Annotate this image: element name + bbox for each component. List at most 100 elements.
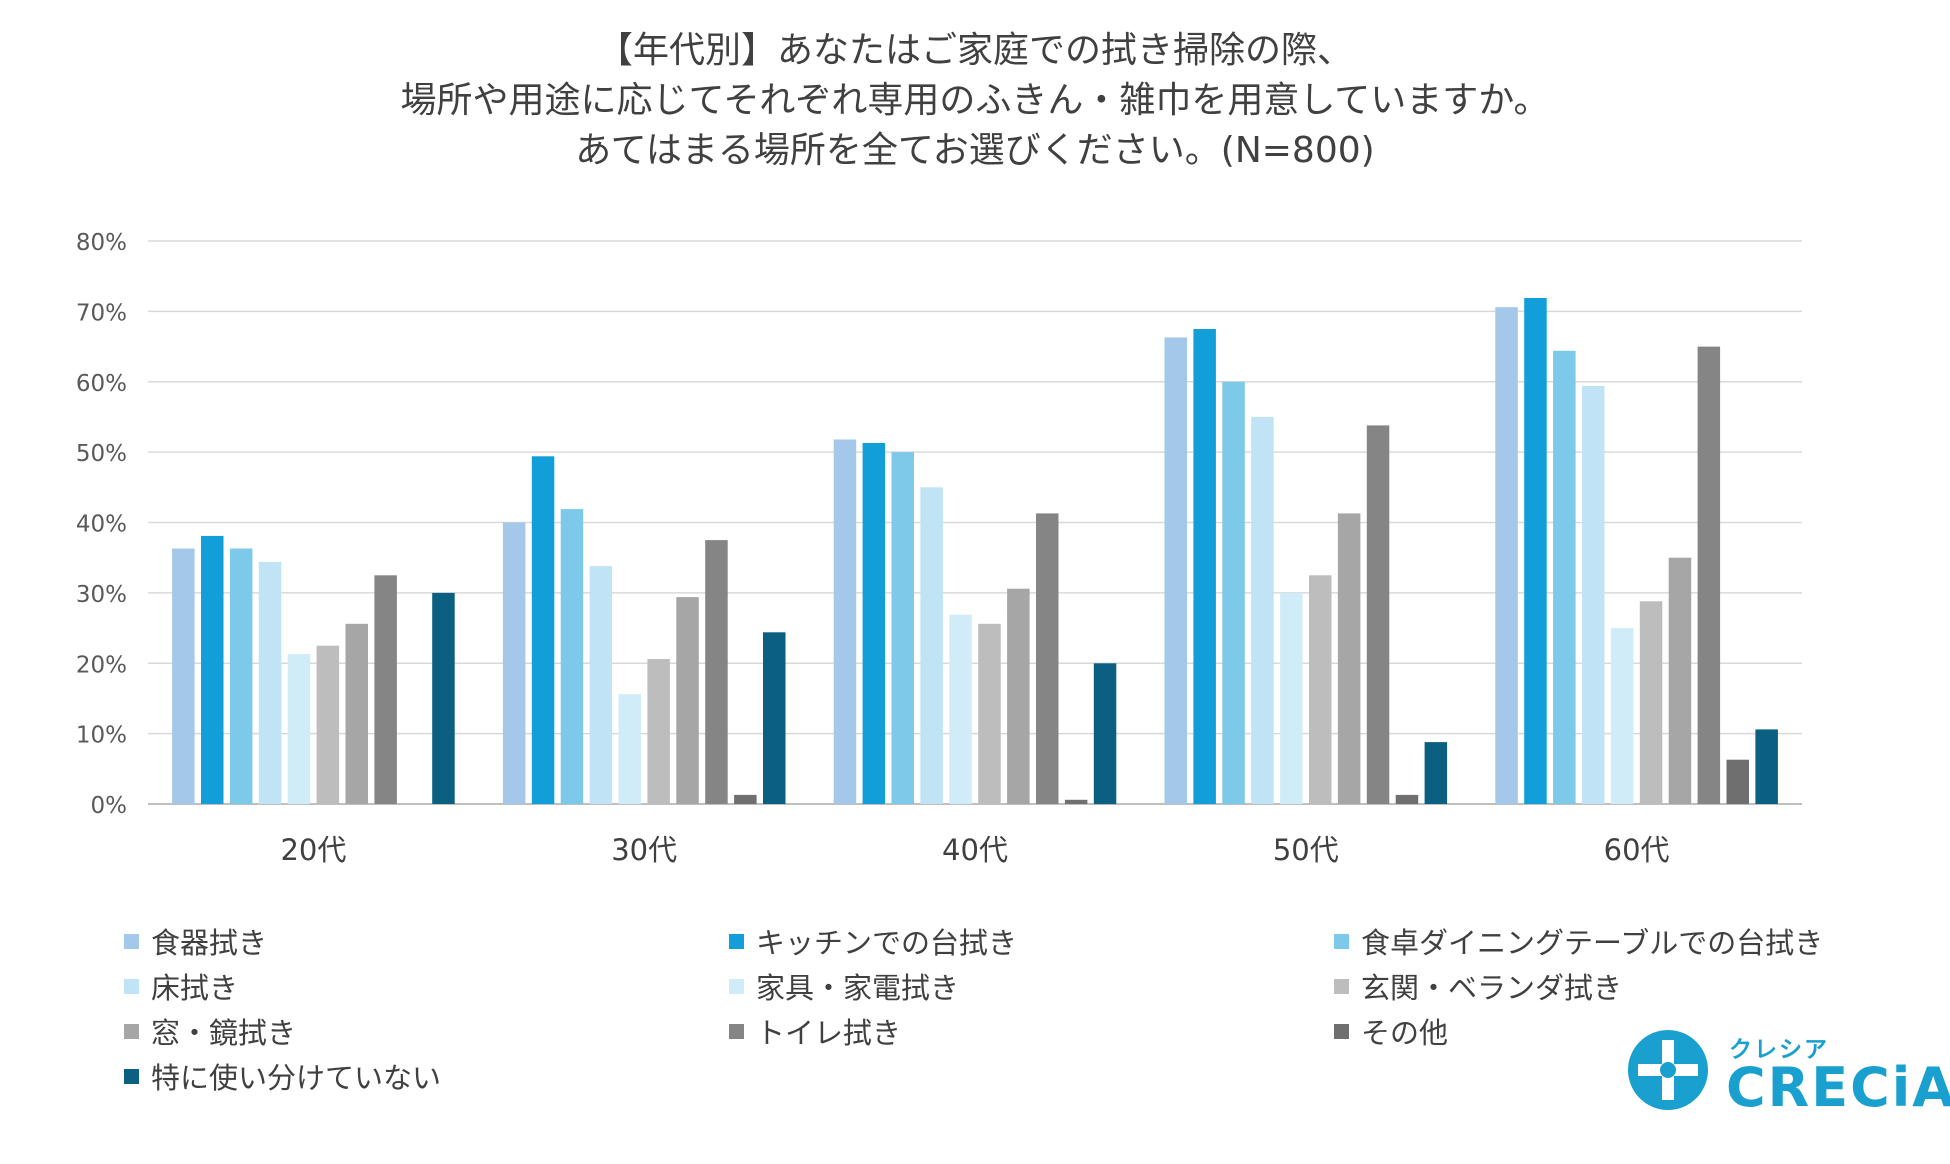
legend-label: キッチンでの台拭き: [756, 926, 1018, 960]
x-tick-label: 60代: [1604, 833, 1670, 867]
logo-wordmark: CRECiA: [1726, 1056, 1950, 1119]
y-tick-label: 40%: [76, 512, 127, 538]
legend-swatch: [1334, 1023, 1349, 1039]
y-tick-label: 10%: [76, 723, 127, 749]
bar: [1524, 298, 1547, 804]
legend-item: キッチンでの台拭き: [729, 920, 1017, 962]
bar: [1668, 557, 1692, 804]
bar: [258, 561, 282, 804]
bar: [201, 535, 224, 804]
legend-swatch: [729, 978, 744, 994]
bar: [676, 597, 699, 804]
legend-label: 床拭き: [151, 971, 239, 1005]
legend-label: その他: [1361, 1016, 1449, 1050]
bar: [1337, 513, 1361, 804]
y-tick-label: 70%: [76, 300, 127, 326]
legend-label: 家具・家電拭き: [756, 971, 960, 1005]
y-tick-label: 50%: [76, 441, 127, 467]
bar: [1093, 663, 1117, 805]
bar: [1064, 799, 1088, 804]
legend-swatch: [124, 1023, 139, 1039]
bar: [1164, 337, 1187, 804]
bar: [1495, 307, 1518, 804]
bar: [1582, 386, 1605, 804]
x-tick-label: 30代: [611, 833, 677, 867]
bar: [432, 592, 455, 804]
y-tick-label: 80%: [76, 230, 127, 256]
legend-swatch: [1334, 978, 1349, 994]
legend-item: 床拭き: [124, 965, 238, 1007]
bar: [1726, 759, 1749, 804]
bar: [1424, 742, 1448, 804]
legend-item: 玄関・ベランダ拭き: [1334, 965, 1622, 1007]
bar: [1697, 346, 1721, 804]
x-tick-label: 40代: [942, 833, 1008, 867]
bar: [172, 548, 195, 804]
bar: [734, 794, 757, 804]
bar: [920, 487, 943, 804]
bar: [1007, 588, 1030, 804]
bar: [560, 509, 584, 804]
bar: [949, 614, 972, 804]
bar: [345, 623, 368, 804]
bar: [763, 632, 786, 804]
bar-chart: 0% 10% 20% 30% 40% 50% 60% 70% 80% 20代 30代 40代 50代 60…: [76, 230, 1802, 867]
bar: [1222, 381, 1245, 805]
legend-label: 食器拭き: [151, 926, 268, 960]
bar: [1280, 592, 1303, 804]
bar: [1251, 416, 1274, 804]
legend-swatch: [124, 933, 139, 949]
legend-swatch: [124, 978, 139, 994]
bar: [1193, 329, 1216, 804]
legend-swatch: [1334, 933, 1349, 949]
bar: [229, 548, 253, 804]
crecia-logo: クレシア CRECiA: [1626, 1028, 1950, 1128]
legend-label: 特に使い分けていない: [151, 1061, 442, 1095]
legend-swatch: [729, 1023, 744, 1039]
chart-title-line-2: 場所や用途に応じてそれぞれ専用のふきん・雑巾を用意していますか。: [400, 80, 1550, 121]
bar: [1395, 794, 1419, 804]
legend-item: トイレ拭き: [729, 1010, 901, 1052]
bar: [374, 575, 397, 804]
bar: [531, 456, 555, 804]
bar: [1366, 425, 1390, 804]
bar: [862, 443, 886, 804]
legend-label: トイレ拭き: [756, 1016, 902, 1050]
logo-kana: クレシア: [1729, 1037, 1829, 1063]
legend-item: 家具・家電拭き: [729, 965, 959, 1007]
bar: [316, 645, 340, 804]
bar: [502, 522, 526, 804]
x-tick-label: 50代: [1273, 833, 1339, 867]
bar: [647, 659, 670, 804]
bar: [1755, 729, 1778, 804]
bar: [287, 654, 311, 804]
bar: [891, 452, 914, 804]
bar: [1610, 628, 1634, 804]
bar: [589, 566, 613, 804]
legend-item: 食器拭き: [124, 920, 267, 962]
legend-swatch: [124, 1068, 139, 1084]
legend-item: その他: [1334, 1010, 1448, 1052]
y-tick-label: 60%: [76, 371, 127, 397]
bar: [705, 540, 728, 804]
legend-label: 玄関・ベランダ拭き: [1361, 971, 1623, 1005]
bar: [833, 439, 857, 804]
legend-item: 食卓ダイニングテーブルでの台拭き: [1334, 920, 1823, 962]
legend-item: 窓・鏡拭き: [124, 1010, 296, 1052]
y-tick-label: 20%: [76, 652, 127, 678]
bar: [1553, 350, 1576, 804]
x-tick-label: 20代: [280, 833, 346, 867]
bar: [978, 623, 1001, 804]
legend-label: 食卓ダイニングテーブルでの台拭き: [1361, 926, 1824, 960]
chart-title: 【年代別】あなたはご家庭での拭き掃除の際、 場所や用途に応じてそれぞれ専用のふき…: [0, 26, 1950, 176]
legend-swatch: [729, 933, 744, 949]
chart-legend: 食器拭き キッチンでの台拭き 食卓ダイニングテーブルでの台拭き床拭き 家具・家電拭き 玄…: [124, 920, 1884, 1100]
bar: [1639, 601, 1663, 804]
legend-item: 特に使い分けていない: [124, 1055, 441, 1097]
bar: [618, 694, 641, 804]
crecia-cross-icon: [1628, 1030, 1708, 1110]
bar: [1309, 575, 1332, 804]
legend-label: 窓・鏡拭き: [151, 1016, 297, 1050]
bar: [1036, 513, 1059, 804]
chart-title-line-3: あてはまる場所を全てお選びください。(N=800): [575, 130, 1375, 171]
